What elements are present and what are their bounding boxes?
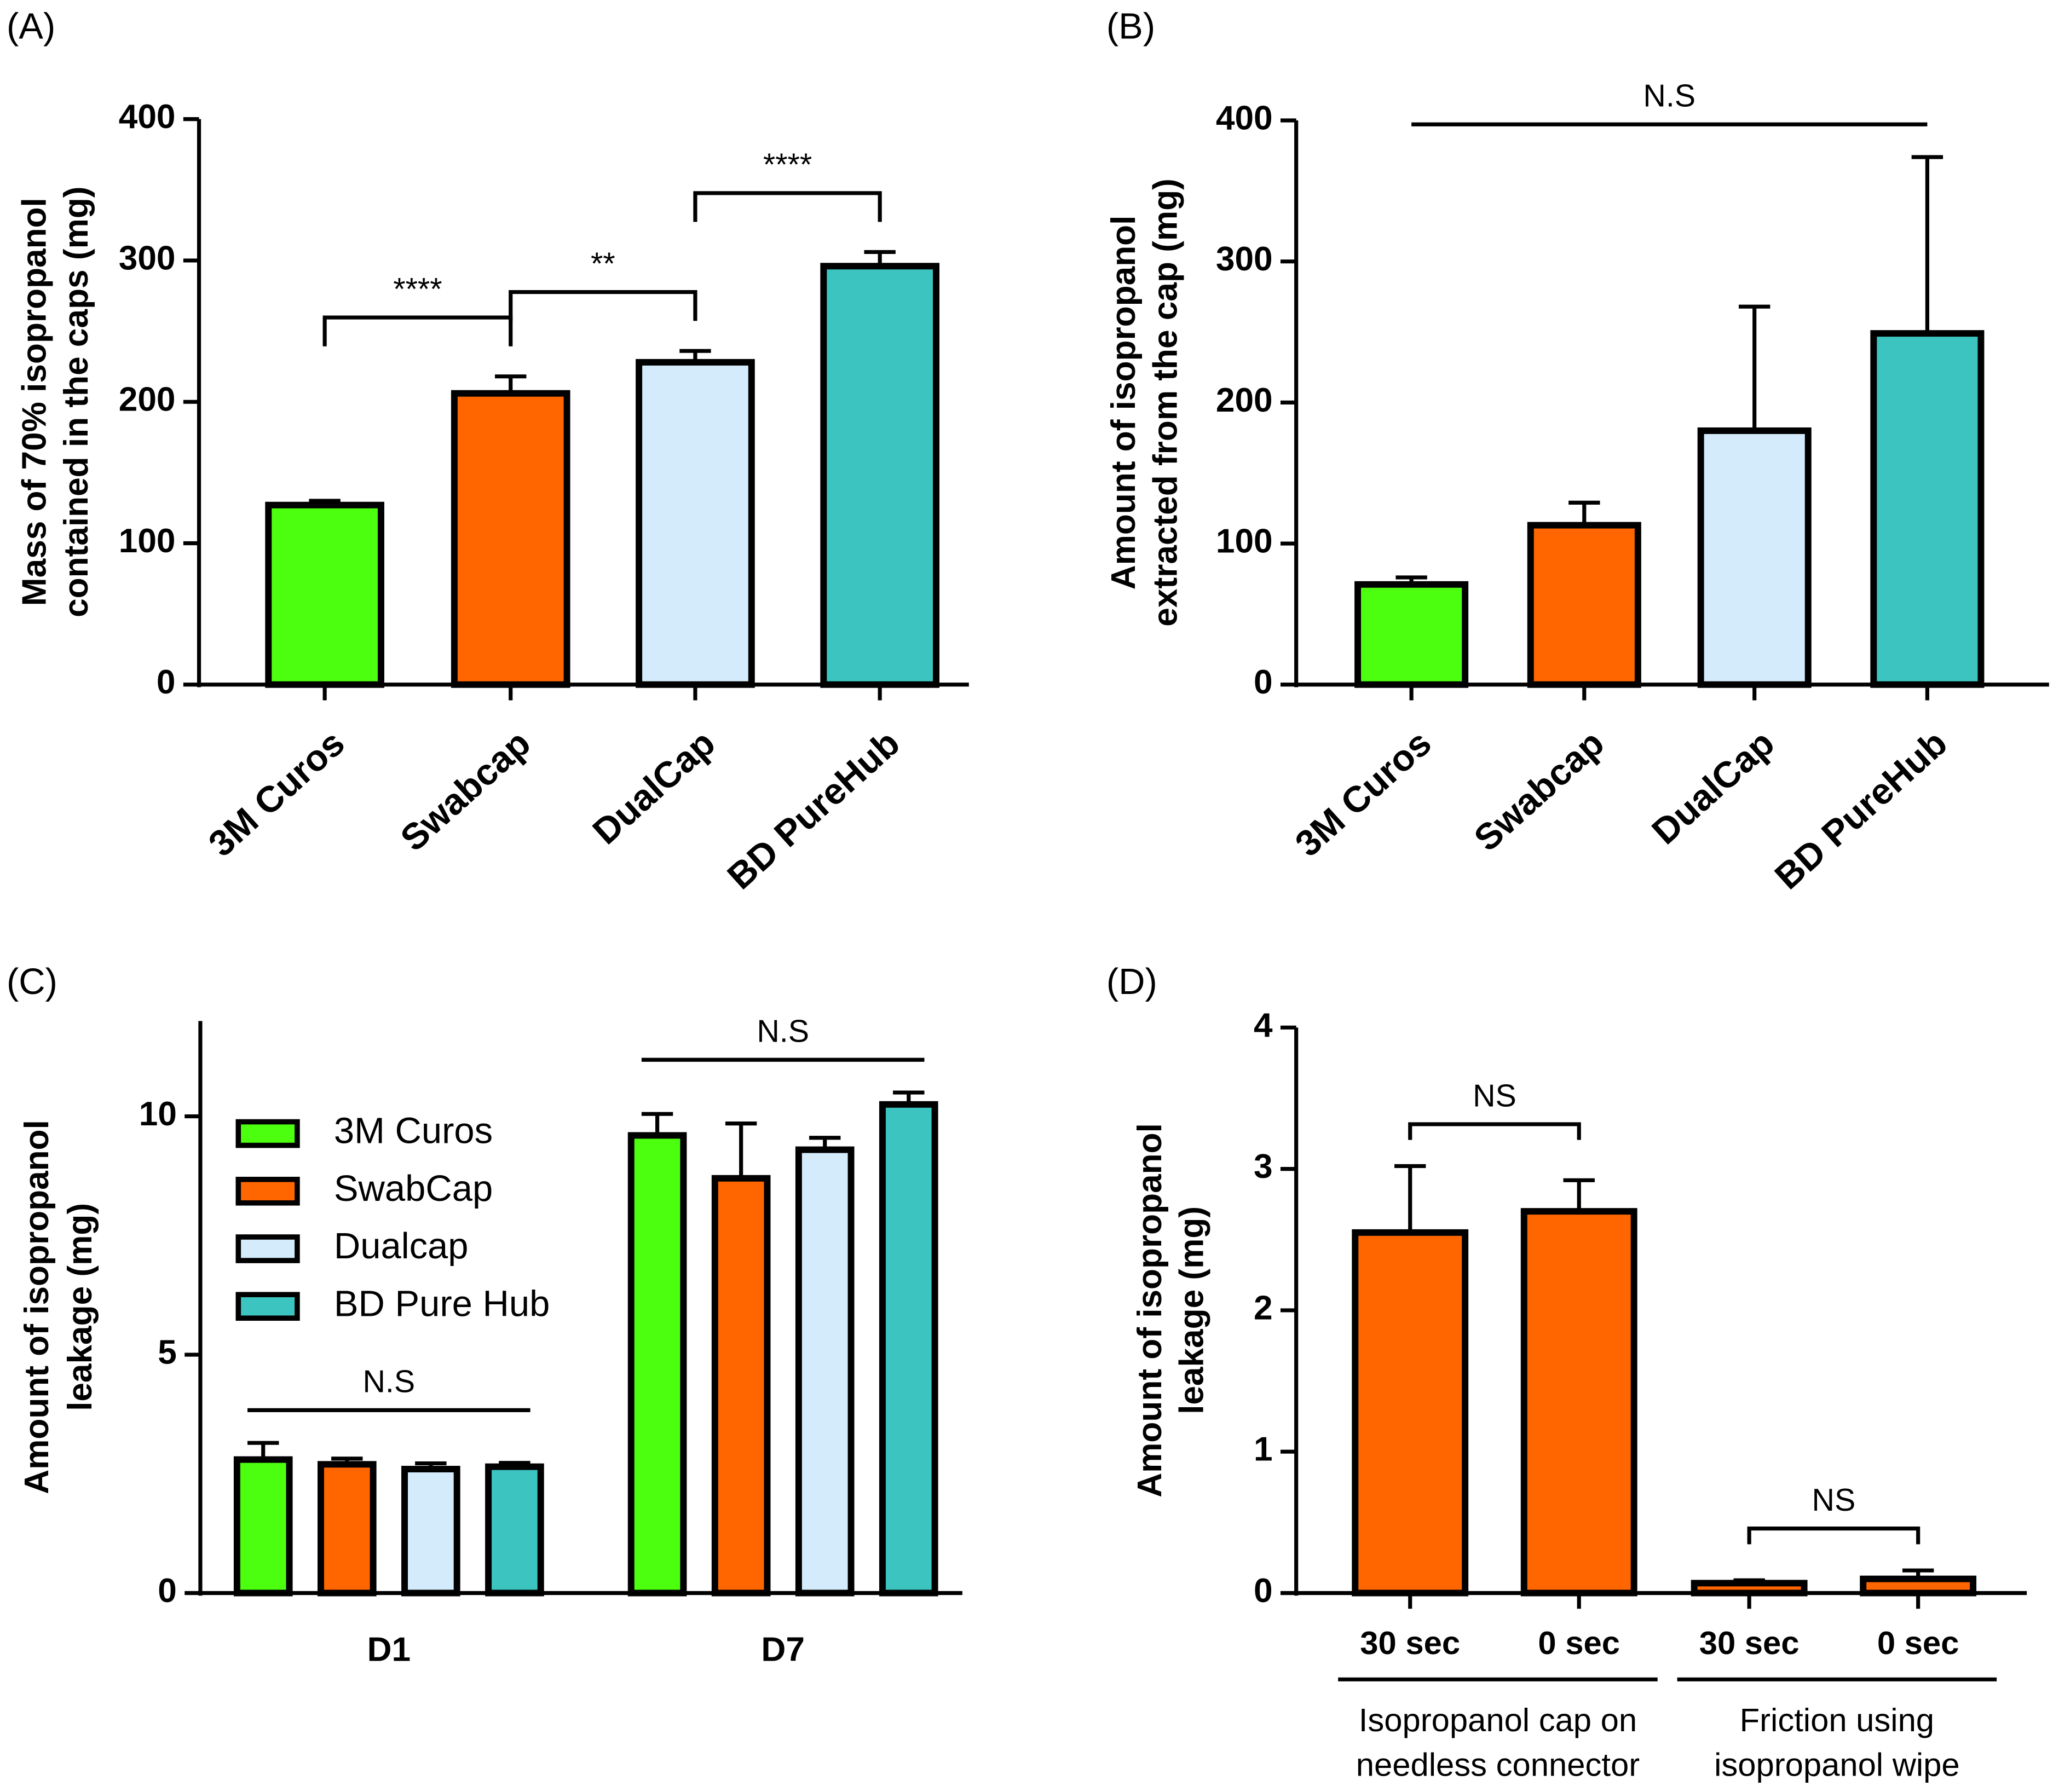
bar xyxy=(233,1456,293,1597)
bar xyxy=(1860,1575,1977,1597)
legend-label: 3M Curos xyxy=(334,1111,493,1152)
y-tick-label: 200 xyxy=(1216,381,1273,419)
y-tick-label: 5 xyxy=(158,1333,177,1371)
y-axis-label: Amount of isopropanol xyxy=(18,1120,56,1494)
significance-bracket xyxy=(1408,1122,1581,1140)
y-axis-label: leakage (mg) xyxy=(1173,1206,1211,1414)
y-tick-label: 0 xyxy=(1254,663,1273,701)
significance-label: N.S xyxy=(362,1365,415,1400)
x-tick-label: 3M Curos xyxy=(1288,722,1439,865)
group-label: needless connector xyxy=(1356,1746,1640,1783)
bar xyxy=(1691,1580,1808,1597)
x-tick-label: 30 sec xyxy=(1699,1625,1800,1661)
bar xyxy=(1352,1229,1469,1597)
y-tick-label: 0 xyxy=(158,1572,177,1610)
x-tick-label: DualCap xyxy=(585,722,723,852)
y-tick-label: 1 xyxy=(1254,1431,1273,1469)
y-tick-label: 400 xyxy=(1216,99,1273,137)
legend-swatch xyxy=(235,1234,300,1263)
significance-label: N.S xyxy=(757,1014,809,1049)
y-tick-label: 100 xyxy=(119,522,176,560)
significance-label: N.S xyxy=(1643,79,1696,114)
bar xyxy=(820,263,939,688)
bar xyxy=(1520,1208,1637,1597)
group-label: Isopropanol cap on xyxy=(1359,1702,1637,1738)
error-bar xyxy=(1911,155,1944,334)
significance-bracket xyxy=(322,315,513,346)
bar xyxy=(879,1101,938,1597)
error-bar xyxy=(641,1112,673,1136)
bar xyxy=(485,1463,544,1597)
x-tick-label: 30 sec xyxy=(1360,1625,1460,1661)
x-tick-label: Swabcap xyxy=(1466,722,1612,859)
error-bar xyxy=(1394,1164,1426,1233)
significance-label: NS xyxy=(1473,1078,1516,1113)
y-axis-label: contained in the caps (mg) xyxy=(57,186,95,617)
legend-swatch xyxy=(235,1292,300,1321)
panel-label: (D) xyxy=(1106,961,1157,1002)
error-bar xyxy=(1563,1178,1595,1212)
y-tick-label: 300 xyxy=(119,239,176,277)
significance-bracket xyxy=(509,290,697,321)
error-bar xyxy=(725,1122,757,1178)
x-tick-label: BD PureHub xyxy=(1767,722,1955,898)
y-tick-label: 0 xyxy=(157,663,176,701)
significance-label: **** xyxy=(763,147,812,182)
y-tick-label: 10 xyxy=(139,1095,177,1133)
y-tick-label: 300 xyxy=(1216,240,1273,278)
y-axis-label: leakage (mg) xyxy=(61,1203,99,1411)
x-tick-label: 3M Curos xyxy=(201,722,353,865)
bar xyxy=(1697,427,1812,688)
x-tick-label: 0 sec xyxy=(1877,1625,1959,1661)
bar xyxy=(317,1461,377,1597)
bar xyxy=(795,1146,855,1597)
y-tick-label: 4 xyxy=(1254,1007,1273,1044)
y-axis-label: Amount of isopropanol xyxy=(1131,1123,1169,1498)
bar xyxy=(265,501,384,688)
legend-label: SwabCap xyxy=(334,1168,493,1209)
significance-label: ** xyxy=(591,246,615,281)
legend-swatch xyxy=(235,1119,300,1148)
panel-label: (A) xyxy=(7,5,55,47)
x-tick-label: D1 xyxy=(367,1631,411,1669)
significance-label: NS xyxy=(1812,1483,1856,1518)
x-tick-label: DualCap xyxy=(1644,722,1782,852)
y-axis-label: Amount of isopropanol xyxy=(1105,216,1143,590)
y-tick-label: 400 xyxy=(119,98,176,136)
error-bar xyxy=(1738,304,1771,431)
bar xyxy=(636,359,755,688)
x-tick-label: D7 xyxy=(761,1631,804,1669)
legend-swatch xyxy=(235,1176,300,1206)
y-axis-label: extracted from the cap (mg) xyxy=(1147,178,1185,627)
group-label: isopropanol wipe xyxy=(1714,1746,1960,1783)
legend-label: Dualcap xyxy=(334,1226,469,1267)
group-label: Friction using xyxy=(1740,1702,1934,1738)
legend-label: BD Pure Hub xyxy=(334,1283,550,1324)
significance-bracket xyxy=(693,191,882,222)
bar xyxy=(1527,522,1641,688)
panel-label: (B) xyxy=(1106,5,1155,47)
y-tick-label: 2 xyxy=(1254,1289,1273,1327)
y-tick-label: 100 xyxy=(1216,523,1273,560)
bar xyxy=(711,1175,771,1597)
error-bar xyxy=(1568,500,1600,525)
bar xyxy=(451,390,570,688)
x-tick-label: 0 sec xyxy=(1538,1625,1620,1661)
bar xyxy=(627,1132,687,1597)
y-tick-label: 200 xyxy=(119,381,176,419)
y-tick-label: 0 xyxy=(1254,1572,1273,1610)
x-tick-label: Swabcap xyxy=(393,722,538,859)
panel-label: (C) xyxy=(7,961,57,1002)
y-axis-label: Mass of 70% isopropanol xyxy=(15,198,53,606)
bar xyxy=(1354,581,1469,688)
bar xyxy=(401,1466,460,1597)
significance-bracket xyxy=(1747,1527,1921,1545)
significance-label: **** xyxy=(393,271,442,307)
y-tick-label: 3 xyxy=(1254,1148,1273,1186)
bar xyxy=(1870,330,1985,688)
x-tick-label: BD PureHub xyxy=(720,722,908,898)
